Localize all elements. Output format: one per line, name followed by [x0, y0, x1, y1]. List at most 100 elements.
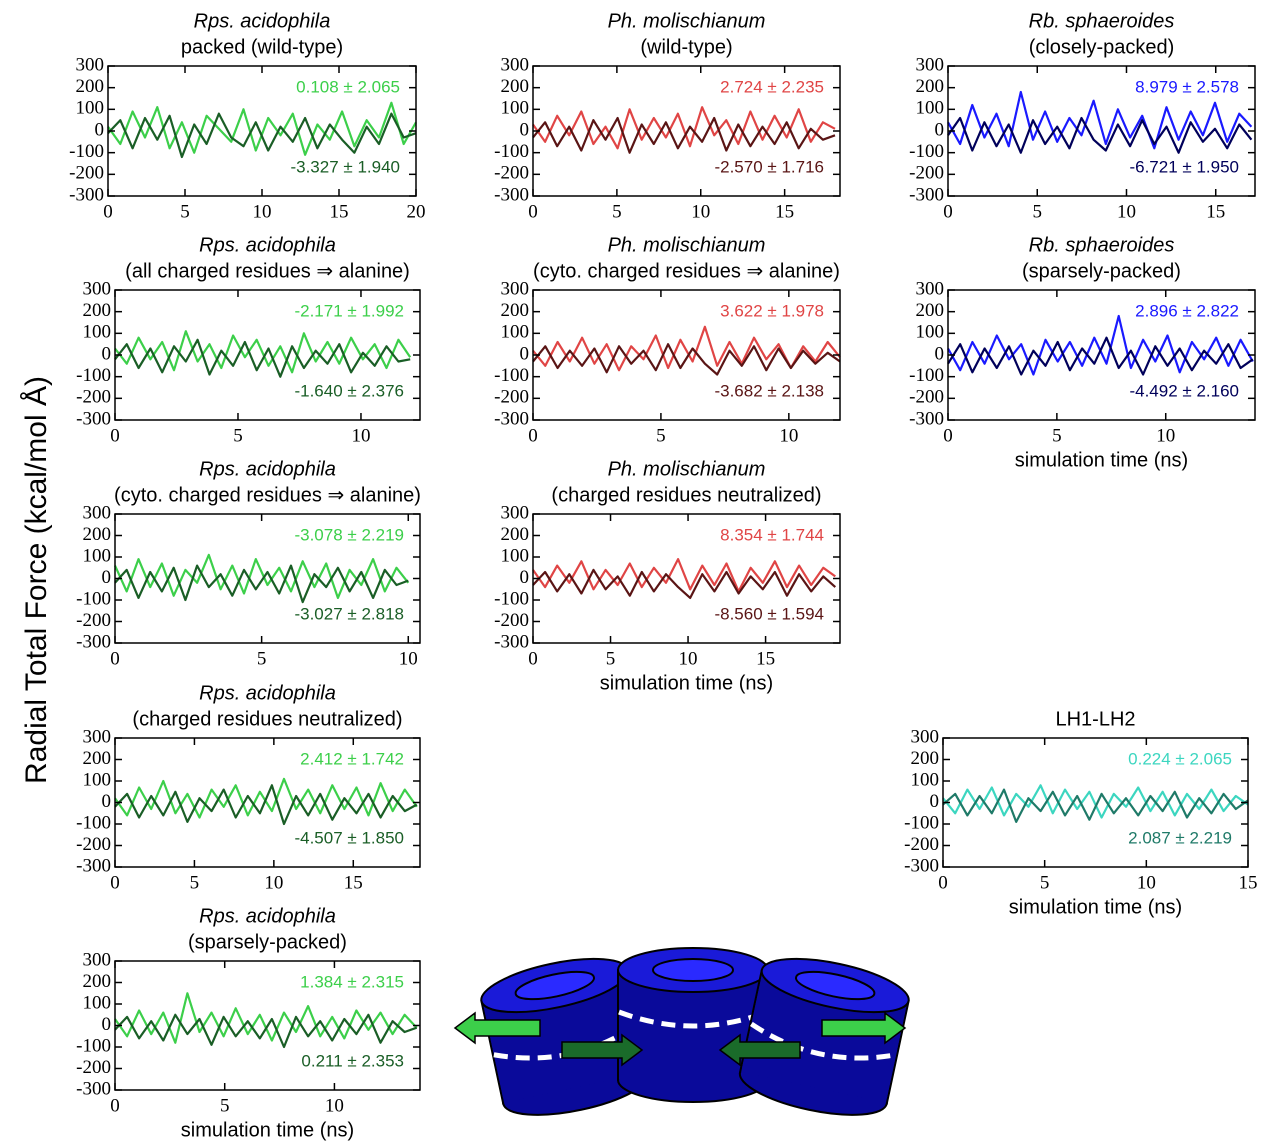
x-tick-label: 15	[330, 201, 349, 222]
y-tick-label: -100	[76, 812, 111, 833]
panel-title: Rps. acidophila	[194, 10, 331, 32]
x-tick-label: 10	[679, 648, 698, 669]
x-tick-label: 15	[775, 201, 794, 222]
series-line	[108, 103, 416, 155]
y-tick-label: -300	[494, 631, 529, 652]
panel-title: Rps. acidophila	[199, 458, 336, 480]
value-annotation: -2.171 ± 1.992	[294, 301, 404, 320]
y-tick-label: 0	[102, 567, 112, 588]
y-tick-label: 300	[916, 278, 945, 299]
x-tick-label: 0	[103, 201, 113, 222]
x-tick-label: 10	[691, 201, 710, 222]
y-tick-label: -200	[904, 834, 939, 855]
value-annotation: 8.979 ± 2.578	[1135, 77, 1239, 96]
x-tick-label: 5	[1040, 872, 1050, 893]
panel-title: Rps. acidophila	[199, 682, 336, 704]
value-annotation: -3.327 ± 1.940	[290, 157, 400, 176]
y-tick-label: 100	[501, 322, 530, 343]
value-annotation: -8.560 ± 1.594	[714, 604, 824, 623]
y-tick-label: 0	[102, 791, 112, 812]
value-annotation: -3.682 ± 2.138	[714, 381, 824, 400]
x-tick-label: 0	[110, 648, 120, 669]
y-tick-label: -100	[494, 365, 529, 386]
y-tick-label: 100	[76, 98, 105, 119]
x-tick-label: 10	[264, 872, 283, 893]
y-tick-label: -200	[69, 163, 104, 184]
value-annotation: 3.622 ± 1.978	[720, 301, 824, 320]
x-tick-label: 10	[253, 201, 272, 222]
y-tick-label: -100	[494, 588, 529, 609]
y-tick-label: -200	[494, 387, 529, 408]
x-tick-label: 0	[943, 425, 953, 446]
x-tick-label: 10	[351, 425, 370, 446]
y-tick-label: -200	[76, 610, 111, 631]
y-tick-label: -100	[904, 812, 939, 833]
y-tick-label: -300	[69, 184, 104, 205]
y-tick-label: -100	[909, 141, 944, 162]
panel-subtitle: (all charged residues ⇒ alanine)	[125, 260, 410, 282]
panel-subtitle: (wild-type)	[640, 36, 732, 58]
y-tick-label: 300	[501, 502, 530, 523]
value-annotation: -4.492 ± 2.160	[1129, 381, 1239, 400]
y-tick-label: -200	[494, 610, 529, 631]
panel-subtitle: (sparsely-packed)	[188, 931, 347, 953]
y-tick-label: 300	[83, 502, 112, 523]
x-tick-label: 10	[399, 648, 418, 669]
panel-subtitle: (sparsely-packed)	[1022, 260, 1181, 282]
x-tick-label: 5	[1052, 425, 1062, 446]
value-annotation: -2.570 ± 1.716	[714, 157, 824, 176]
x-tick-label: 10	[325, 1095, 344, 1116]
y-tick-label: 100	[83, 769, 112, 790]
y-tick-label: 100	[911, 769, 940, 790]
series-line	[533, 559, 835, 591]
y-tick-label: 300	[76, 54, 105, 75]
x-tick-label: 0	[110, 1095, 120, 1116]
y-tick-label: 0	[520, 119, 530, 140]
y-tick-label: -100	[76, 588, 111, 609]
x-tick-label: 5	[220, 1095, 230, 1116]
value-annotation: -1.640 ± 2.376	[294, 381, 404, 400]
y-tick-label: 100	[83, 322, 112, 343]
y-tick-label: -100	[76, 1035, 111, 1056]
y-tick-label: -100	[76, 365, 111, 386]
y-tick-label: 0	[935, 119, 945, 140]
panel-subtitle: (cyto. charged residues ⇒ alanine)	[114, 484, 421, 506]
y-tick-label: 200	[83, 748, 112, 769]
value-annotation: 0.211 ± 2.353	[301, 1051, 404, 1070]
panel-title: Ph. molischianum	[608, 234, 766, 256]
x-tick-label: 10	[1137, 872, 1156, 893]
y-tick-label: 0	[520, 343, 530, 364]
y-tick-label: -100	[69, 141, 104, 162]
value-annotation: -3.078 ± 2.219	[294, 525, 404, 544]
panel-title: Rps. acidophila	[199, 234, 336, 256]
value-annotation: 2.896 ± 2.822	[1135, 301, 1239, 320]
x-tick-label: 0	[938, 872, 948, 893]
y-tick-label: -200	[909, 163, 944, 184]
y-tick-label: 0	[102, 1014, 112, 1035]
y-tick-label: -200	[909, 387, 944, 408]
y-tick-label: 200	[83, 971, 112, 992]
panel-title: Rb. sphaeroides	[1029, 10, 1175, 32]
value-annotation: 0.108 ± 2.065	[296, 77, 400, 96]
y-tick-label: 200	[501, 524, 530, 545]
series-line	[533, 118, 835, 153]
x-tick-label: 0	[528, 201, 538, 222]
y-tick-label: 100	[501, 98, 530, 119]
y-tick-label: 100	[83, 545, 112, 566]
x-tick-label: 10	[779, 425, 798, 446]
y-tick-label: -200	[76, 834, 111, 855]
y-tick-label: -300	[909, 184, 944, 205]
y-tick-label: 0	[935, 343, 945, 364]
y-tick-label: 200	[76, 76, 105, 97]
x-tick-label: 5	[606, 648, 616, 669]
x-tick-label: 5	[1032, 201, 1042, 222]
panel-subtitle: (closely-packed)	[1029, 36, 1175, 58]
y-tick-label: -300	[494, 184, 529, 205]
y-tick-label: 100	[916, 98, 945, 119]
y-tick-label: 200	[916, 300, 945, 321]
panel-subtitle: (cyto. charged residues ⇒ alanine)	[533, 260, 840, 282]
y-tick-label: 200	[501, 76, 530, 97]
x-axis-label: simulation time (ns)	[181, 1119, 354, 1141]
value-annotation: 1.384 ± 2.315	[300, 972, 404, 991]
panel-title: LH1-LH2	[1055, 708, 1135, 730]
